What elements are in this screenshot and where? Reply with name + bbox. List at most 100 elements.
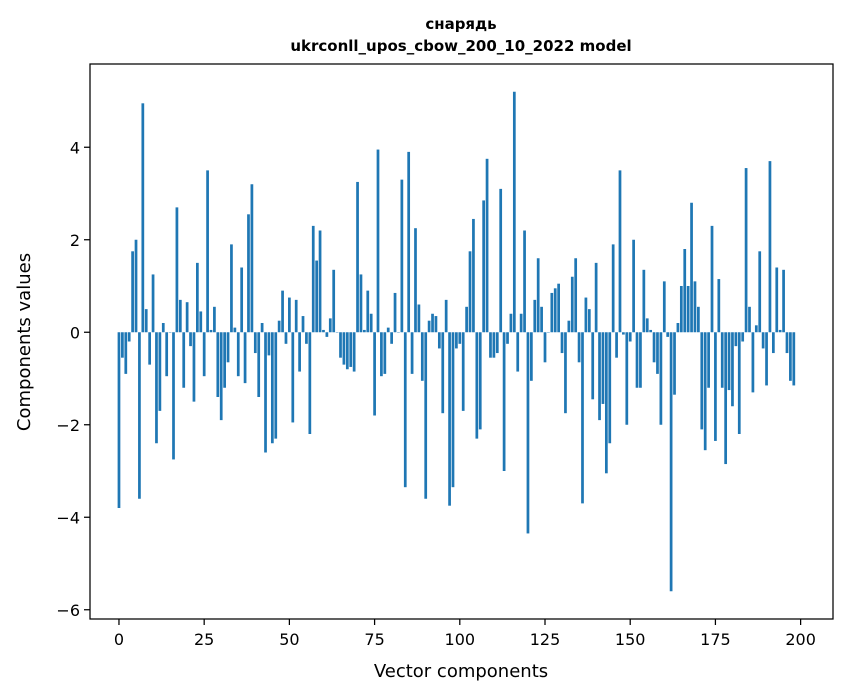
bar (400, 179, 404, 333)
x-tick-label: 75 (364, 630, 384, 649)
bar (509, 313, 513, 333)
bar (161, 323, 165, 333)
bar (199, 311, 203, 333)
bar (284, 332, 288, 344)
bar (632, 239, 635, 333)
bar (577, 332, 581, 363)
bar (608, 332, 612, 444)
bar (437, 332, 441, 349)
bar (734, 332, 738, 347)
bar (649, 329, 653, 333)
bar (567, 320, 571, 333)
bar (281, 290, 284, 333)
bar (339, 332, 342, 358)
bar (622, 332, 625, 335)
bar (441, 332, 445, 414)
bar (270, 332, 274, 444)
bar (420, 332, 424, 381)
bar (219, 332, 223, 421)
bar (349, 332, 353, 367)
bar (564, 332, 567, 414)
bar (495, 332, 499, 354)
bar (192, 332, 196, 402)
bar (386, 327, 390, 333)
bar (356, 181, 359, 333)
bar (581, 332, 584, 504)
bar (656, 332, 659, 374)
bar (570, 276, 574, 333)
bar (274, 332, 278, 439)
y-tick-label: 2 (70, 231, 80, 250)
bar (424, 332, 428, 499)
bar (710, 225, 714, 333)
bar (741, 332, 745, 342)
bar (785, 332, 789, 354)
y-axis-label: Components values (14, 253, 35, 431)
bar (403, 332, 407, 488)
bar (328, 318, 332, 333)
bar (594, 262, 598, 333)
bar (765, 332, 768, 386)
bar (431, 313, 434, 333)
x-tick-label: 175 (700, 630, 731, 649)
bar (291, 332, 295, 423)
bar (468, 251, 472, 333)
x-ticks: 0 25 50 75 100 125 150 175 200 (114, 619, 816, 649)
bar (693, 281, 697, 333)
bar (342, 332, 346, 365)
bar (673, 332, 676, 395)
bar (560, 332, 564, 354)
bar (141, 103, 145, 333)
bar (758, 251, 762, 333)
bar (148, 332, 152, 365)
bar (250, 184, 254, 333)
bar (178, 299, 182, 333)
y-tick-label: −4 (56, 508, 80, 527)
bar (209, 329, 213, 333)
bar (506, 332, 509, 344)
bar (768, 161, 772, 333)
bar (543, 332, 547, 363)
bar (294, 299, 298, 333)
bar (165, 332, 169, 377)
bar (383, 332, 387, 374)
bar (482, 200, 486, 333)
bar (223, 332, 226, 388)
bar (526, 332, 530, 534)
bar (628, 332, 632, 342)
bar (499, 188, 503, 333)
bar (618, 170, 622, 333)
bar (202, 332, 206, 377)
bar (308, 332, 312, 434)
x-tick-label: 200 (785, 630, 816, 649)
bar (737, 332, 741, 434)
bar (305, 332, 308, 344)
bar (789, 332, 792, 381)
bar (131, 251, 134, 333)
bar (196, 262, 199, 333)
bar (707, 332, 710, 388)
bar (121, 332, 124, 358)
y-ticks: −6 −4 −2 0 2 4 (56, 138, 90, 620)
bar (659, 332, 663, 425)
bar (475, 332, 479, 439)
bar (720, 332, 724, 388)
bar (635, 332, 639, 388)
bar (492, 332, 496, 358)
bar (189, 332, 192, 347)
y-tick-label: 0 (70, 323, 80, 342)
bar (461, 332, 465, 411)
bar (611, 244, 615, 333)
bar (434, 316, 438, 333)
bar (175, 207, 179, 333)
bar (233, 327, 237, 333)
bar (703, 332, 707, 451)
x-tick-label: 150 (615, 630, 646, 649)
bar (771, 332, 775, 354)
bar (516, 332, 520, 372)
bar (775, 267, 779, 333)
bar (451, 332, 455, 488)
bars (117, 91, 796, 592)
bar (792, 332, 796, 386)
